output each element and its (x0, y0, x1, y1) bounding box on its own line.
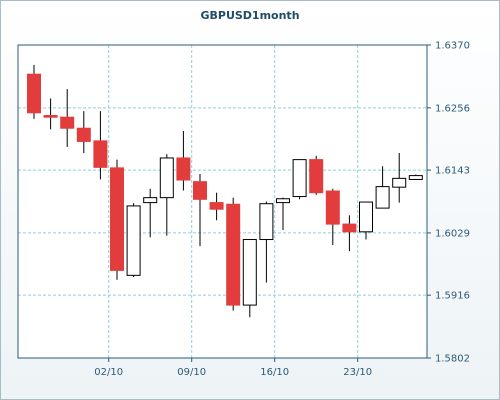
candle-body-up (242, 239, 257, 306)
candle-body-down (60, 116, 75, 129)
candle-body-down (110, 167, 124, 271)
y-tick-label: 1.6370 (435, 41, 470, 52)
candle-body-down (309, 159, 324, 194)
x-tick-label: 02/10 (94, 367, 123, 378)
x-tick-label: 23/10 (343, 367, 372, 378)
plot-area (18, 45, 427, 358)
chart-title: GBPUSD1month (200, 9, 300, 22)
plot-border (17, 44, 428, 359)
candle-body-down (325, 190, 340, 225)
candle-body-down (193, 181, 207, 200)
y-tick-label: 1.6256 (435, 103, 470, 114)
candle-body-up (276, 198, 290, 204)
candle-body-down (342, 223, 357, 233)
candle-body-down (76, 127, 91, 142)
candle-body-up (359, 201, 373, 233)
candle-body-up (392, 177, 407, 188)
candle-body-up (126, 205, 141, 276)
candle-body-down (226, 203, 241, 306)
candle-body-up (408, 175, 423, 180)
x-tick-label: 09/10 (177, 367, 206, 378)
candle-body-down (209, 202, 224, 210)
y-tick-label: 1.5916 (435, 291, 470, 302)
candle-body-up (292, 159, 307, 198)
candle-body-down (43, 115, 58, 118)
y-tick-label: 1.6143 (435, 166, 470, 177)
candle-body-up (159, 157, 174, 199)
candle-body-down (176, 157, 191, 181)
candle-body-up (375, 186, 390, 209)
candle-body-down (93, 140, 108, 168)
candle-body-up (259, 203, 274, 241)
y-tick-label: 1.5802 (435, 354, 470, 365)
candle-body-up (143, 197, 158, 204)
x-tick-label: 16/10 (260, 367, 289, 378)
y-tick-label: 1.6029 (435, 228, 470, 239)
candle-body-down (27, 73, 41, 114)
